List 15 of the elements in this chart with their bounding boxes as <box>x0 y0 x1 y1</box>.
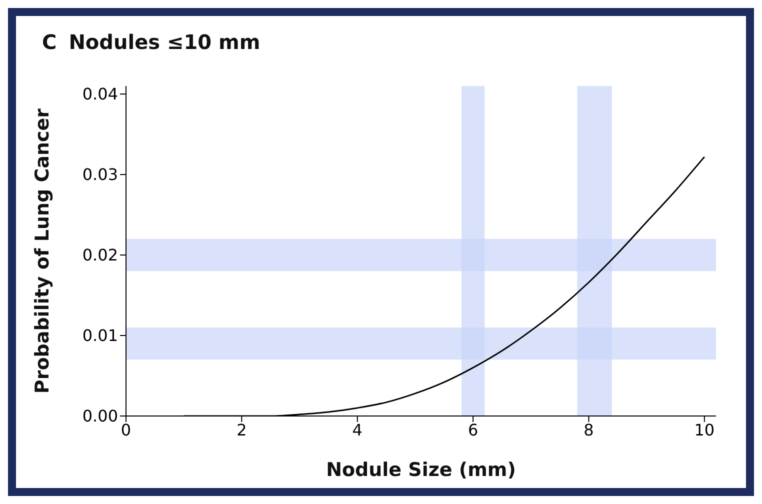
y-tick-label: 0.04 <box>82 84 118 104</box>
x-tick-label: 2 <box>236 420 247 440</box>
y-tick-label: 0.01 <box>82 326 118 346</box>
y-tick-label: 0.00 <box>82 406 118 426</box>
x-tick-label: 8 <box>584 420 594 440</box>
y-tick-label: 0.02 <box>82 246 118 265</box>
x-tick-label: 6 <box>468 420 478 440</box>
y-tick-label: 0.03 <box>82 165 118 184</box>
x-tick-label: 4 <box>352 420 362 440</box>
y-axis-title: Probability of Lung Cancer <box>32 108 54 394</box>
x-tick-label: 0 <box>120 420 132 440</box>
text: C <box>42 30 57 54</box>
chart-title: Nodules ≤10 mm <box>68 30 260 54</box>
x-axis-title: Nodule Size (mm) <box>326 459 516 481</box>
x-tick-label: 10 <box>694 420 715 440</box>
